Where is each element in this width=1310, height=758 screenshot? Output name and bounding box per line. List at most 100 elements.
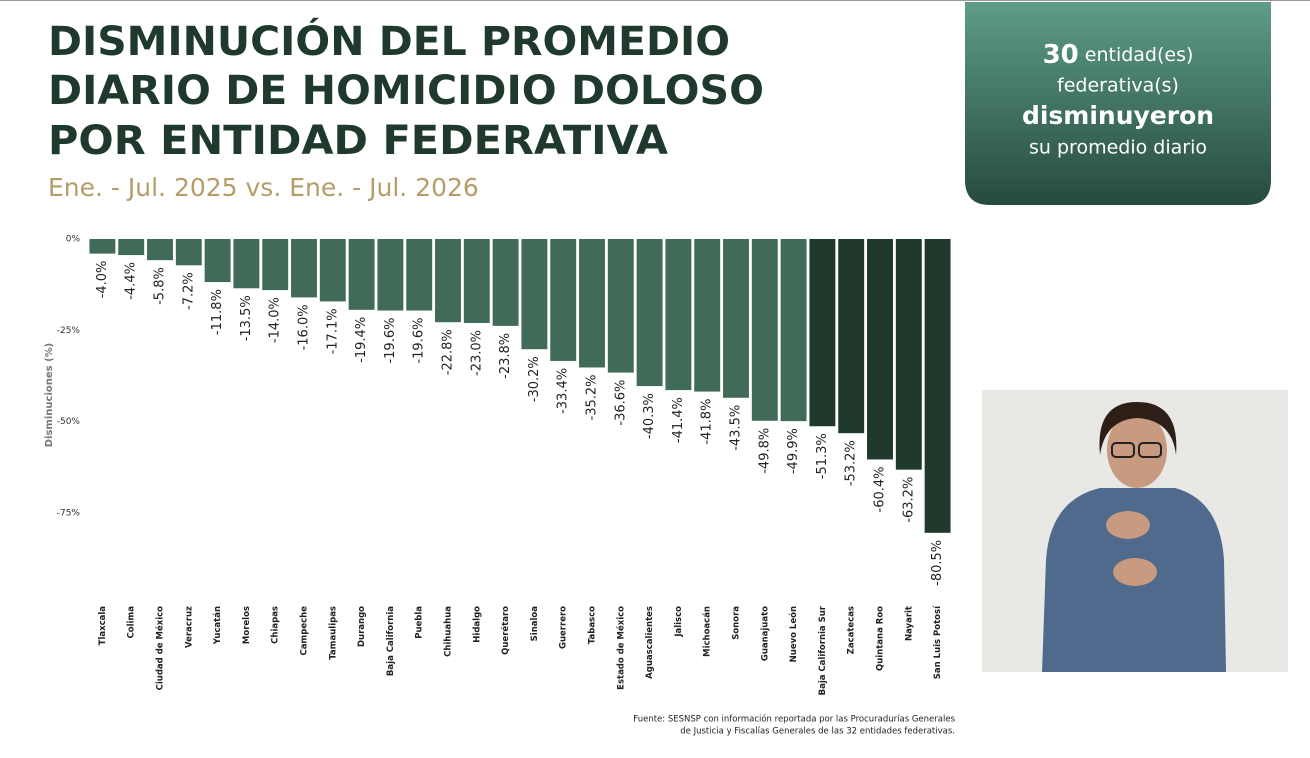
subtitle: Ene. - Jul. 2025 vs. Ene. - Jul. 2026 — [48, 173, 479, 202]
value-label: -33.4% — [556, 368, 571, 414]
bar — [838, 239, 865, 434]
source-note: de Justicia y Fiscalías Generales de las… — [680, 727, 955, 737]
bar — [463, 239, 490, 323]
value-label: -36.6% — [613, 380, 628, 426]
bar — [435, 239, 461, 323]
value-label: -30.2% — [527, 356, 542, 402]
x-tick-label: Campeche — [300, 606, 310, 656]
person-hand — [1113, 558, 1157, 586]
value-label: -5.8% — [153, 267, 168, 305]
bar — [147, 239, 173, 261]
title-line: DIARIO DE HOMICIDIO DOLOSO — [48, 68, 764, 114]
x-tick-label: Sonora — [732, 606, 742, 640]
bar — [550, 239, 577, 361]
y-tick-label: 0% — [66, 235, 81, 245]
value-label: -4.4% — [124, 262, 139, 300]
source-note: Fuente: SESNSP con información reportada… — [633, 714, 955, 725]
glasses — [1138, 442, 1162, 458]
value-label: -13.5% — [239, 295, 254, 341]
x-tick-label: Baja California Sur — [818, 605, 828, 695]
bar — [723, 239, 749, 398]
person-face — [1107, 412, 1167, 488]
value-label: -14.0% — [268, 297, 283, 343]
x-tick-label: Veracruz — [184, 606, 194, 648]
glasses — [1111, 442, 1135, 458]
x-tick-label: Baja California — [386, 606, 396, 676]
x-tick-label: Nayarit — [904, 606, 914, 641]
x-tick-label: Quintana Roo — [876, 606, 886, 671]
x-tick-label: Chihuahua — [444, 606, 454, 657]
x-tick-label: Estado de México — [615, 606, 626, 690]
value-label: -41.8% — [700, 399, 715, 445]
value-label: -4.0% — [95, 261, 110, 299]
value-label: -49.8% — [757, 428, 772, 474]
bar — [636, 239, 663, 387]
x-tick-label: Michoacán — [703, 606, 713, 657]
x-tick-label: Hidalgo — [472, 606, 482, 643]
bar — [262, 239, 289, 291]
bar — [867, 239, 893, 460]
callout-box — [965, 2, 1271, 205]
person-hair — [1099, 402, 1177, 455]
x-tick-label: Colima — [127, 606, 137, 639]
bar — [175, 239, 202, 266]
x-tick-label: Tamaulipas — [328, 606, 338, 660]
value-label: -53.2% — [844, 440, 859, 486]
bar — [291, 239, 317, 298]
bar — [348, 239, 375, 310]
callout-text: su promedio diario — [1029, 137, 1207, 159]
bar — [406, 239, 433, 311]
x-tick-label: Yucatán — [213, 606, 223, 645]
person-hand — [1106, 511, 1150, 539]
bar — [492, 239, 519, 326]
bar — [924, 239, 951, 533]
value-label: -19.4% — [354, 317, 369, 363]
value-label: -40.3% — [642, 393, 657, 439]
value-label: -60.4% — [873, 466, 888, 512]
bar — [204, 239, 231, 283]
bar — [694, 239, 721, 392]
title: DISMINUCIÓN DEL PROMEDIO DIARIO DE HOMIC… — [48, 17, 764, 164]
x-tick-label: Nuevo León — [788, 606, 799, 662]
x-tick-label: Sinaloa — [530, 606, 540, 642]
bar — [809, 239, 836, 427]
value-label: -51.3% — [815, 433, 830, 479]
value-label: -23.8% — [498, 333, 513, 379]
bar — [665, 239, 692, 391]
callout-line: 30 entidad(es) — [1043, 40, 1194, 70]
bar — [377, 239, 404, 311]
bar — [319, 239, 346, 302]
callout-count: 30 — [1043, 40, 1079, 70]
x-tick-label: Guanajuato — [760, 606, 770, 661]
y-axis-title: Disminuciones (%) — [44, 343, 55, 448]
callout-text: federativa(s) — [1057, 75, 1179, 97]
title-line: POR ENTIDAD FEDERATIVA — [48, 118, 668, 164]
bar — [89, 239, 116, 254]
value-label: -41.4% — [671, 397, 686, 443]
x-tick-label: Durango — [357, 606, 367, 647]
x-tick-label: San Luis Potosí — [933, 605, 943, 679]
x-tick-label: Morelos — [242, 606, 252, 644]
value-label: -11.8% — [210, 289, 225, 335]
x-tick-label: Jalisco — [674, 606, 684, 638]
value-label: -63.2% — [901, 477, 916, 523]
y-tick-label: -75% — [57, 508, 81, 518]
bar — [895, 239, 922, 470]
y-tick-label: -50% — [57, 417, 81, 427]
x-tick-label: Zacatecas — [847, 606, 857, 654]
value-label: -19.6% — [412, 318, 427, 364]
value-label: -23.0% — [469, 330, 484, 376]
value-label: -7.2% — [181, 272, 196, 310]
bar — [579, 239, 605, 368]
bar — [118, 239, 145, 256]
x-tick-label: Guerrero — [559, 606, 569, 649]
callout-text: disminuyeron — [1022, 101, 1214, 130]
bar — [751, 239, 778, 421]
x-tick-label: Chiapas — [271, 606, 281, 644]
title-line: DISMINUCIÓN DEL PROMEDIO — [48, 17, 730, 65]
value-label: -80.5% — [930, 540, 945, 586]
bar — [607, 239, 634, 373]
x-tick-label: Tabasco — [588, 606, 598, 644]
